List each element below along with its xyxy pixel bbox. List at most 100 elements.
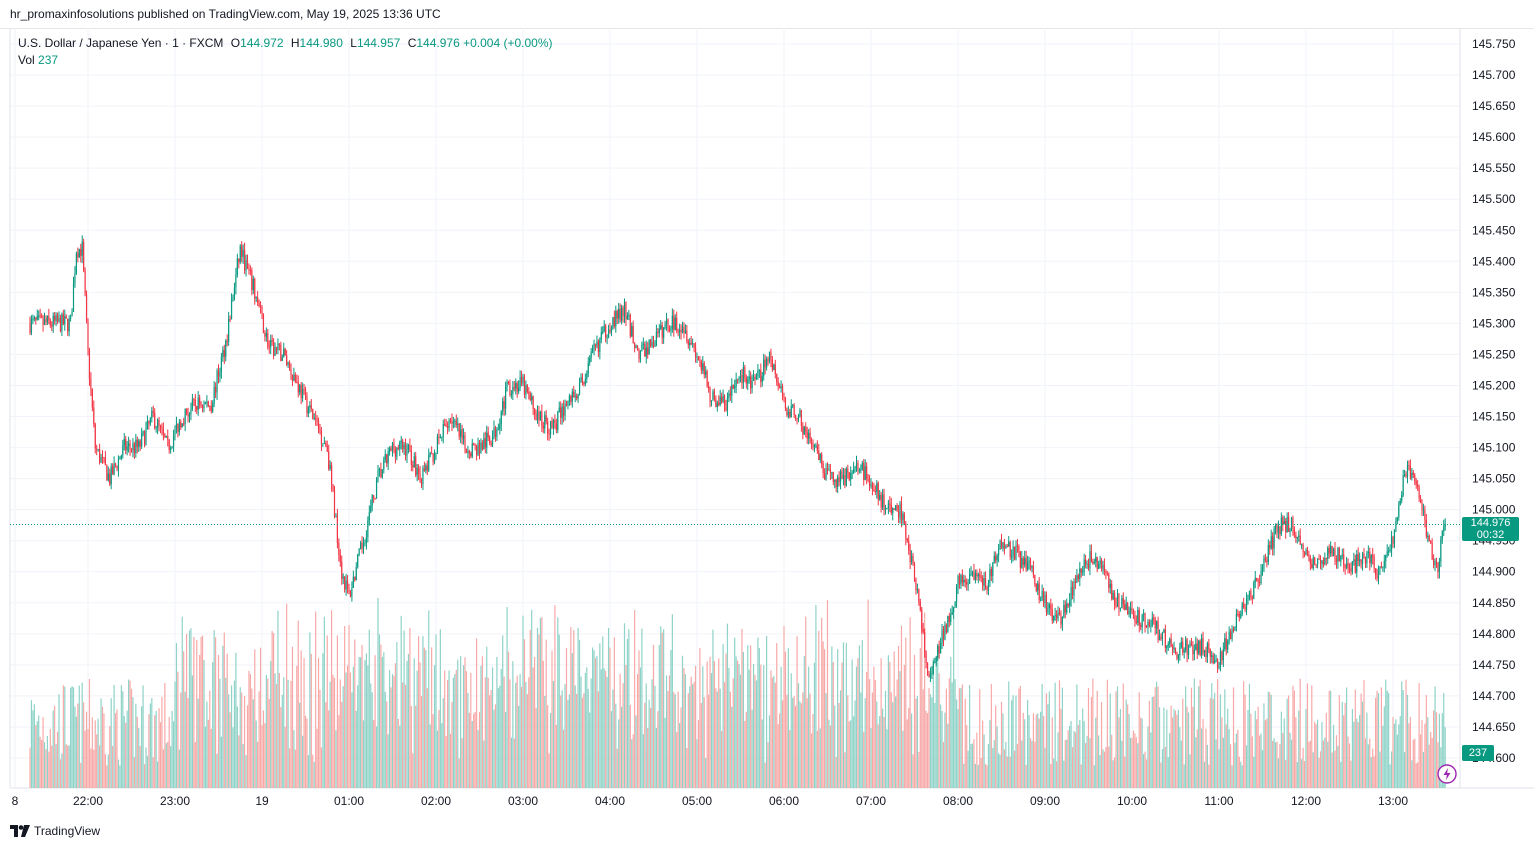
- volume-bar: [361, 644, 363, 788]
- volume-bar: [1013, 750, 1016, 788]
- volume-bar: [325, 702, 327, 788]
- x-tick-label: 03:00: [508, 794, 538, 808]
- candle-body: [258, 302, 260, 307]
- candle-body: [257, 297, 259, 303]
- candle-body: [1034, 574, 1036, 584]
- volume-bar: [294, 749, 296, 788]
- volume-bar: [600, 669, 602, 788]
- candle-body: [752, 376, 755, 381]
- volume-bar: [751, 709, 753, 788]
- candle-body: [883, 494, 885, 511]
- candle-body: [1306, 550, 1309, 555]
- candle-body: [623, 302, 626, 317]
- volume-bar: [973, 739, 975, 788]
- volume-bar: [900, 625, 903, 788]
- volume-bar: [246, 705, 249, 788]
- volume-bar: [322, 653, 324, 788]
- volume-bar: [145, 747, 147, 788]
- candle-body: [112, 466, 114, 475]
- volume-bar: [551, 650, 553, 788]
- volume-bar: [505, 711, 507, 788]
- candle-body: [1319, 559, 1322, 564]
- candle-body: [680, 329, 682, 333]
- volume-bar: [851, 659, 853, 788]
- candle-body: [420, 482, 423, 485]
- candle-body: [1027, 562, 1029, 570]
- volume-bar: [1422, 751, 1425, 788]
- candle-body: [1166, 645, 1168, 649]
- candle-body: [996, 555, 998, 561]
- candle-body: [1334, 548, 1336, 560]
- candle-body: [1012, 547, 1014, 557]
- volume-bar: [1286, 698, 1288, 788]
- volume-bar: [1282, 732, 1284, 788]
- candle-body: [206, 401, 208, 403]
- volume-bar: [106, 765, 108, 788]
- candle-body: [490, 442, 492, 446]
- candle-body: [544, 415, 546, 429]
- volume-bar: [1082, 708, 1084, 788]
- volume-bar: [152, 757, 154, 788]
- x-tick-label: 8: [12, 794, 19, 808]
- volume-bar: [209, 690, 211, 788]
- volume-bar: [175, 642, 178, 788]
- candle-body: [215, 386, 217, 393]
- candle-body: [657, 331, 659, 334]
- candle-body: [125, 438, 127, 451]
- volume-bar: [407, 653, 410, 788]
- candle-body: [1160, 636, 1162, 639]
- candle-body: [404, 444, 407, 456]
- candle-body: [668, 327, 671, 331]
- symbol-label[interactable]: U.S. Dollar / Japanese Yen · 1 · FXCM: [18, 36, 224, 50]
- volume-bar: [652, 644, 655, 788]
- candle-body: [106, 465, 108, 481]
- volume-bar: [549, 712, 552, 788]
- change-value: +0.004 (+0.00%): [463, 36, 553, 50]
- candle-body: [497, 429, 499, 431]
- volume-bar: [674, 694, 676, 788]
- volume-bar: [864, 698, 866, 788]
- volume-bar: [96, 734, 98, 788]
- candle-body: [893, 508, 895, 510]
- candle-body: [1079, 568, 1081, 580]
- candle-body: [1156, 621, 1158, 629]
- candle-body: [196, 405, 198, 410]
- y-tick-label: 145.450: [1472, 223, 1516, 237]
- volume-bar: [230, 685, 233, 788]
- candle-body: [971, 571, 974, 573]
- candle-body: [1330, 546, 1332, 554]
- volume-bar: [1437, 742, 1439, 788]
- candle-body: [679, 329, 681, 332]
- volume-bar: [1028, 715, 1030, 788]
- candle-body: [1332, 548, 1335, 556]
- candle-body: [919, 601, 921, 611]
- volume-bar: [1186, 706, 1188, 788]
- candle-body: [837, 477, 839, 488]
- volume-bar: [1357, 722, 1359, 788]
- volume-bar: [184, 691, 186, 788]
- volume-bar: [448, 670, 450, 788]
- candle-body: [1328, 547, 1330, 554]
- volume-bar: [1356, 718, 1358, 788]
- volume-bar: [1102, 749, 1104, 788]
- volume-bar: [879, 716, 881, 788]
- candle-body: [1137, 610, 1139, 623]
- lightning-icon[interactable]: [1437, 764, 1457, 784]
- candle-body: [684, 330, 686, 333]
- candle-body: [467, 451, 469, 453]
- candle-body: [722, 395, 724, 402]
- volume-bar: [606, 676, 608, 788]
- candle-body: [287, 362, 289, 365]
- footer-brand[interactable]: TradingView: [10, 824, 100, 838]
- volume-bar: [373, 720, 375, 788]
- volume-bar: [204, 726, 207, 788]
- volume-bar: [1243, 681, 1245, 788]
- volume-bar: [665, 675, 668, 788]
- volume-bar: [1195, 737, 1197, 788]
- volume-bar: [1327, 741, 1329, 788]
- candle-body: [1344, 565, 1346, 568]
- candle-body: [963, 579, 965, 583]
- candle-body: [1438, 561, 1440, 573]
- candle-body: [1392, 536, 1394, 544]
